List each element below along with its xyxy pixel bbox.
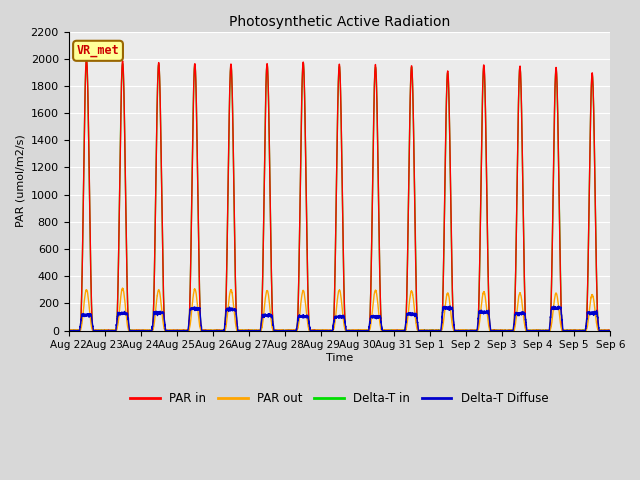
PAR in [606, 328, 614, 334]
Delta-T in [606, 328, 614, 334]
Delta-T in [83, 58, 90, 63]
Delta-T Diffuse [319, 328, 327, 334]
PAR out [606, 328, 614, 334]
Delta-T Diffuse [162, 328, 170, 334]
Delta-T in [163, 328, 170, 334]
Line: Delta-T Diffuse: Delta-T Diffuse [68, 306, 611, 331]
Delta-T Diffuse [461, 328, 468, 334]
PAR in [607, 328, 614, 334]
Legend: PAR in, PAR out, Delta-T in, Delta-T Diffuse: PAR in, PAR out, Delta-T in, Delta-T Dif… [125, 387, 553, 410]
Delta-T Diffuse [492, 328, 499, 334]
PAR in [461, 328, 468, 334]
PAR in [492, 328, 499, 334]
PAR out [65, 328, 72, 334]
Delta-T Diffuse [607, 328, 614, 334]
Y-axis label: PAR (umol/m2/s): PAR (umol/m2/s) [15, 135, 25, 228]
PAR out [319, 328, 327, 334]
Line: PAR out: PAR out [68, 288, 611, 331]
Delta-T Diffuse [606, 328, 614, 334]
Delta-T Diffuse [550, 303, 557, 309]
Line: Delta-T in: Delta-T in [68, 60, 611, 331]
PAR in [431, 328, 438, 334]
PAR in [162, 328, 170, 334]
Delta-T in [461, 327, 468, 333]
PAR out [163, 328, 170, 334]
PAR out [461, 327, 468, 333]
PAR out [431, 328, 439, 334]
PAR out [118, 285, 126, 291]
Delta-T in [65, 328, 72, 334]
Delta-T in [607, 328, 614, 334]
Delta-T in [431, 327, 439, 333]
PAR in [319, 328, 327, 334]
Delta-T Diffuse [431, 328, 438, 334]
Delta-T in [65, 328, 73, 334]
PAR in [83, 55, 90, 61]
Title: Photosynthetic Active Radiation: Photosynthetic Active Radiation [228, 15, 450, 29]
Delta-T Diffuse [65, 328, 72, 334]
PAR in [65, 328, 72, 334]
X-axis label: Time: Time [326, 353, 353, 363]
Line: PAR in: PAR in [68, 58, 611, 331]
PAR out [607, 328, 614, 334]
PAR out [65, 327, 72, 333]
Delta-T in [319, 328, 327, 334]
PAR out [492, 327, 499, 333]
Delta-T in [492, 328, 499, 334]
Text: VR_met: VR_met [77, 44, 120, 57]
